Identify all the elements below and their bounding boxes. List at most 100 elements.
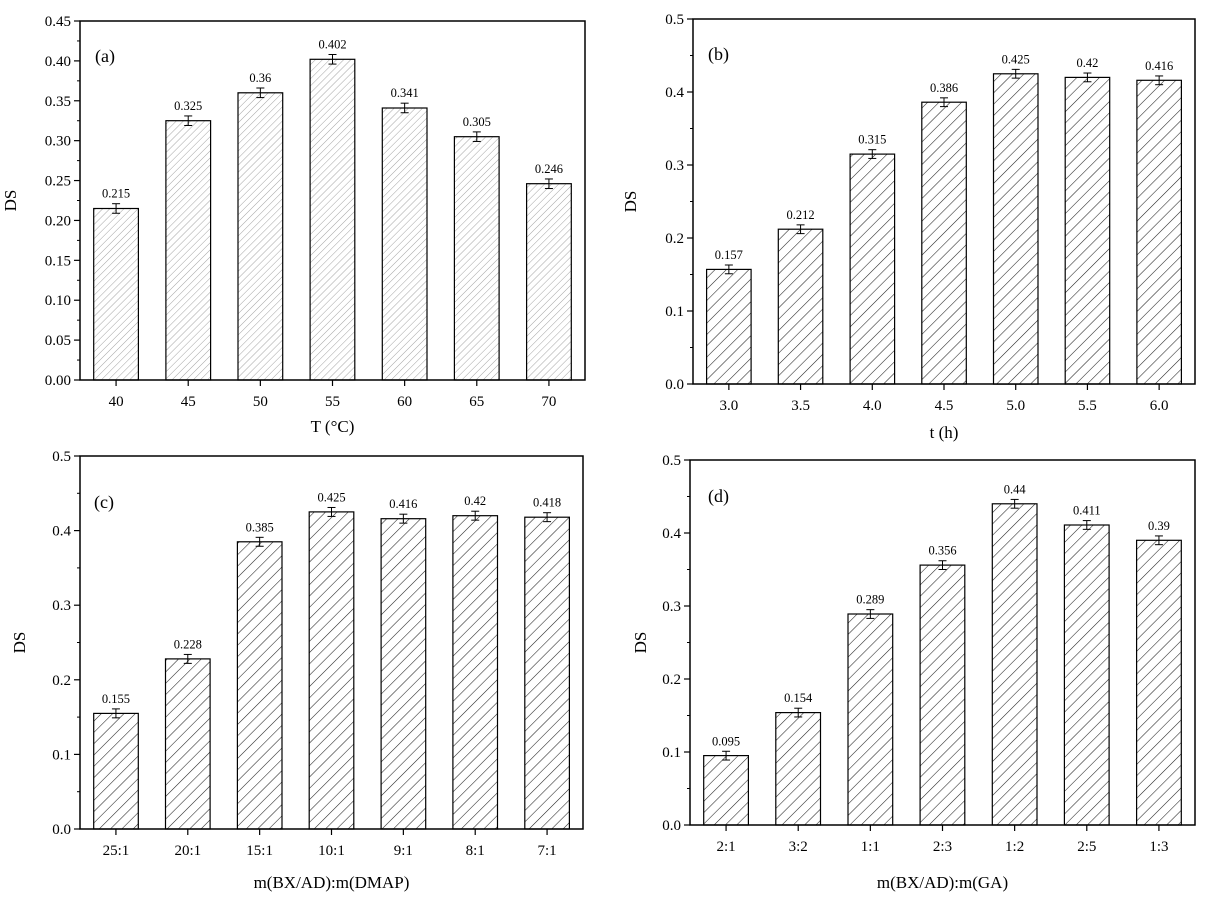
x-tick-label: 7:1 bbox=[537, 843, 556, 859]
bar bbox=[1136, 79, 1183, 385]
data-label: 0.325 bbox=[174, 99, 202, 113]
data-label: 0.416 bbox=[389, 497, 417, 511]
bar bbox=[1064, 76, 1111, 385]
chart-panel-3: 0.155 25:1 0.228 20:1 0.385 15:1 0.425 10:1 0.41… bbox=[10, 449, 584, 892]
x-tick-label: 65 bbox=[469, 394, 484, 410]
data-label: 0.411 bbox=[1073, 504, 1101, 518]
data-label: 0.42 bbox=[1076, 56, 1098, 70]
bar bbox=[992, 73, 1039, 385]
y-tick-label: 0.5 bbox=[662, 453, 681, 469]
chart-panel-4: 0.095 2:1 0.154 3:2 0.289 1:1 0.356 2:3 0.44 1:2 0… bbox=[631, 453, 1196, 892]
y-tick-label: 0.4 bbox=[662, 526, 681, 542]
data-label: 0.305 bbox=[463, 115, 491, 129]
x-tick-label: 1:1 bbox=[861, 839, 880, 855]
bar bbox=[308, 511, 355, 830]
x-tick-label: 70 bbox=[541, 394, 556, 410]
data-label: 0.356 bbox=[928, 544, 956, 558]
y-tick-label: 0.0 bbox=[662, 818, 681, 834]
plot-frame bbox=[79, 20, 586, 381]
bar bbox=[93, 207, 139, 381]
y-tick-label: 0.4 bbox=[665, 85, 684, 101]
y-axis-title: DS bbox=[621, 191, 640, 213]
data-label: 0.154 bbox=[784, 691, 813, 705]
plot-frame bbox=[79, 455, 584, 830]
y-tick-label: 0.5 bbox=[665, 12, 684, 28]
y-tick-label: 0.2 bbox=[52, 673, 71, 689]
x-tick-label: 45 bbox=[181, 394, 196, 410]
bar bbox=[164, 658, 211, 830]
y-tick-label: 0.1 bbox=[52, 747, 71, 763]
data-label: 0.44 bbox=[1004, 482, 1027, 496]
y-tick-label: 0.1 bbox=[665, 304, 684, 320]
x-tick-label: 2:1 bbox=[716, 839, 735, 855]
data-label: 0.385 bbox=[246, 520, 274, 534]
data-label: 0.418 bbox=[533, 496, 561, 510]
x-tick-label: 4.0 bbox=[863, 398, 882, 414]
x-tick-label: 55 bbox=[325, 394, 340, 410]
x-tick-label: 20:1 bbox=[174, 843, 201, 859]
y-tick-label: 0.3 bbox=[662, 599, 681, 615]
panel-label: (d) bbox=[708, 486, 729, 507]
panel-label: (c) bbox=[94, 492, 114, 513]
y-tick-label: 0.4 bbox=[52, 524, 71, 540]
data-label: 0.402 bbox=[318, 38, 346, 52]
data-label: 0.289 bbox=[856, 593, 884, 607]
bar bbox=[453, 136, 500, 381]
y-tick-label: 0.1 bbox=[662, 745, 681, 761]
bar bbox=[381, 107, 428, 381]
bar bbox=[93, 712, 139, 830]
x-tick-label: 3.5 bbox=[791, 398, 810, 414]
bar bbox=[921, 101, 967, 385]
x-tick-label: 40 bbox=[109, 394, 124, 410]
bar bbox=[705, 268, 752, 385]
y-axis-title: DS bbox=[10, 632, 29, 654]
x-tick-label: 2:5 bbox=[1077, 839, 1096, 855]
data-label: 0.425 bbox=[317, 491, 345, 505]
data-label: 0.42 bbox=[464, 494, 486, 508]
y-tick-label: 0.2 bbox=[662, 672, 681, 688]
bar bbox=[919, 564, 966, 826]
x-tick-label: 3.0 bbox=[719, 398, 738, 414]
bar bbox=[236, 541, 283, 830]
x-tick-label: 9:1 bbox=[394, 843, 413, 859]
x-tick-label: 1:3 bbox=[1149, 839, 1168, 855]
y-tick-label: 0.45 bbox=[45, 14, 71, 30]
data-label: 0.228 bbox=[174, 637, 202, 651]
data-label: 0.246 bbox=[535, 162, 563, 176]
y-tick-label: 0.00 bbox=[45, 373, 71, 389]
y-tick-label: 0.3 bbox=[52, 598, 71, 614]
y-axis-title: DS bbox=[1, 190, 20, 212]
panel-label: (a) bbox=[95, 46, 115, 67]
chart-panel-1: 0.215 40 0.325 45 0.36 50 0.402 55 0.341 60 0.305 6… bbox=[1, 14, 586, 436]
y-tick-label: 0.0 bbox=[665, 377, 684, 393]
bar bbox=[703, 754, 750, 826]
x-axis-title: m(BX/AD):m(DMAP) bbox=[254, 873, 410, 892]
data-label: 0.39 bbox=[1148, 519, 1170, 533]
bar bbox=[849, 153, 896, 385]
data-label: 0.155 bbox=[102, 692, 130, 706]
y-tick-label: 0.0 bbox=[52, 822, 71, 838]
x-tick-label: 15:1 bbox=[246, 843, 273, 859]
data-label: 0.425 bbox=[1002, 52, 1030, 66]
plot-frame bbox=[689, 459, 1196, 826]
x-axis-title: T (°C) bbox=[311, 417, 355, 436]
data-label: 0.416 bbox=[1145, 59, 1173, 73]
x-tick-label: 25:1 bbox=[103, 843, 130, 859]
y-axis-title: DS bbox=[631, 632, 650, 654]
y-tick-label: 0.35 bbox=[45, 94, 71, 110]
y-tick-label: 0.30 bbox=[45, 134, 71, 150]
data-label: 0.315 bbox=[858, 133, 886, 147]
y-tick-label: 0.25 bbox=[45, 174, 71, 190]
x-tick-label: 10:1 bbox=[318, 843, 345, 859]
x-tick-label: 1:2 bbox=[1005, 839, 1024, 855]
plot-frame bbox=[692, 18, 1196, 385]
bar bbox=[847, 613, 894, 826]
y-tick-label: 0.20 bbox=[45, 213, 71, 229]
x-tick-label: 6.0 bbox=[1150, 398, 1169, 414]
data-label: 0.212 bbox=[787, 208, 815, 222]
x-tick-label: 5.0 bbox=[1006, 398, 1025, 414]
y-tick-label: 0.05 bbox=[45, 333, 71, 349]
bar bbox=[237, 92, 284, 381]
chart-panel-2: 0.157 3.0 0.212 3.5 0.315 4.0 0.386 4.5 0.425 5.0… bbox=[621, 12, 1196, 442]
